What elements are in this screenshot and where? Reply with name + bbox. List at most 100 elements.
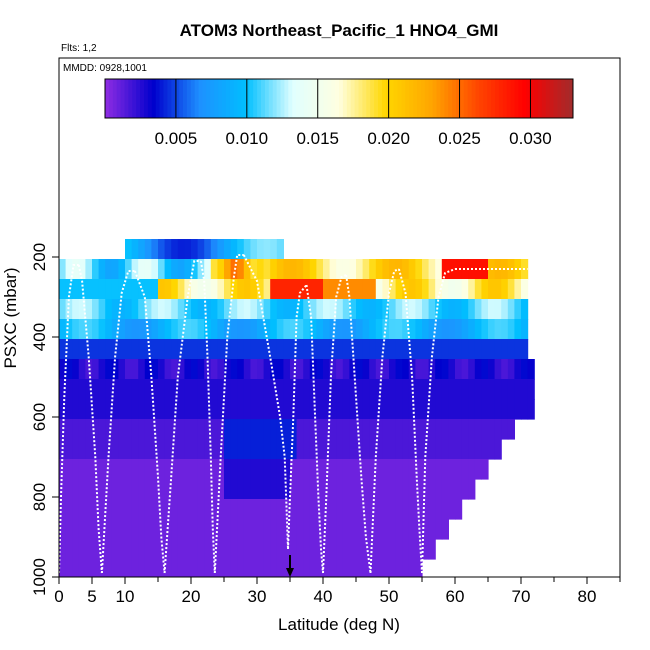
heatmap-cell <box>461 259 469 280</box>
heatmap-cell <box>323 279 331 300</box>
heatmap-cell <box>521 359 529 380</box>
heatmap-cell <box>375 319 383 340</box>
heatmap-cell <box>177 279 185 300</box>
colorbar-segment <box>116 79 122 118</box>
heatmap-cell <box>356 319 364 340</box>
heatmap-cell <box>171 339 179 360</box>
heatmap-cell <box>441 259 449 280</box>
heatmap-cell <box>78 399 86 420</box>
heatmap-cell <box>488 399 496 420</box>
heatmap-cell <box>362 539 370 560</box>
heatmap-cell <box>309 439 317 460</box>
heatmap-cell <box>243 319 251 340</box>
colorbar-segment <box>159 79 164 118</box>
heatmap-cell <box>131 359 139 380</box>
heatmap-cell <box>507 319 515 340</box>
heatmap-cell <box>362 519 370 540</box>
heatmap-cell <box>415 319 423 340</box>
heatmap-cell <box>283 359 291 380</box>
heatmap-cell <box>395 439 403 460</box>
heatmap-cell <box>230 559 238 577</box>
heatmap-cell <box>230 519 238 540</box>
colorbar-segment <box>381 79 387 118</box>
heatmap-cell <box>415 279 423 300</box>
heatmap-cell <box>237 379 245 400</box>
heatmap-cell <box>230 479 238 500</box>
heatmap-cell <box>171 499 179 520</box>
heatmap-cell <box>296 479 304 500</box>
heatmap-cell <box>402 439 410 460</box>
heatmap-cell <box>158 359 166 380</box>
heatmap-cell <box>177 319 185 340</box>
heatmap-cell <box>441 459 449 480</box>
colorbar-segment <box>257 79 262 118</box>
heatmap-cell <box>144 239 152 260</box>
heatmap-cell <box>415 459 423 480</box>
heatmap-cell <box>455 399 463 420</box>
heatmap-cell <box>171 379 179 400</box>
heatmap-cell <box>118 459 126 480</box>
colorbar-segment <box>272 79 278 118</box>
heatmap-cell <box>257 439 265 460</box>
heatmap-cell <box>98 339 106 360</box>
heatmap-cell <box>369 539 377 560</box>
heatmap-cell <box>243 339 251 360</box>
heatmap-cell <box>369 399 377 420</box>
heatmap-cell <box>329 379 337 400</box>
heatmap-cell <box>237 259 245 280</box>
heatmap-cell <box>481 419 489 440</box>
colorbar-segment <box>370 79 375 118</box>
heatmap-cell <box>369 459 377 480</box>
colorbar-segment <box>342 79 348 118</box>
heatmap-cell <box>296 519 304 540</box>
heatmap-cell <box>138 339 146 360</box>
y-tick-label: 200 <box>30 243 49 271</box>
heatmap-cell <box>448 319 456 340</box>
heatmap-cell <box>521 279 529 300</box>
heatmap-cell <box>276 559 284 577</box>
heatmap-cell <box>488 279 496 300</box>
colorbar-segment <box>393 79 398 118</box>
heatmap-cell <box>501 379 509 400</box>
heatmap-cell <box>494 339 502 360</box>
heatmap-cell <box>131 519 139 540</box>
heatmap-cell <box>257 239 265 260</box>
y-tick-label: 1000 <box>30 558 49 596</box>
heatmap-cell <box>356 359 364 380</box>
x-tick-label: 0 <box>54 587 63 606</box>
heatmap-cell <box>461 399 469 420</box>
heatmap-cell <box>408 439 416 460</box>
heatmap-cell <box>290 379 298 400</box>
heatmap-cell <box>164 519 172 540</box>
heatmap-cell <box>494 439 502 460</box>
heatmap-cell <box>164 559 172 577</box>
heatmap-cell <box>138 499 146 520</box>
colorbar-segment <box>420 79 426 118</box>
heatmap-cell <box>283 439 291 460</box>
heatmap-cell <box>85 419 93 440</box>
heatmap-cell <box>435 279 443 300</box>
heatmap-cell <box>210 399 218 420</box>
heatmap-cell <box>250 419 258 440</box>
heatmap-cell <box>158 499 166 520</box>
heatmap-cell <box>257 559 265 577</box>
heatmap-cell <box>224 299 232 320</box>
heatmap-cell <box>422 479 430 500</box>
heatmap-cell <box>217 239 225 260</box>
heatmap-cell <box>276 459 284 480</box>
heatmap-cell <box>276 439 284 460</box>
heatmap-cell <box>514 359 522 380</box>
heatmap-cell <box>494 419 502 440</box>
heatmap-cell <box>144 499 152 520</box>
heatmap-cell <box>435 339 443 360</box>
heatmap-cell <box>270 279 278 300</box>
heatmap-cell <box>72 299 80 320</box>
heatmap-cell <box>296 319 304 340</box>
heatmap-cell <box>191 339 199 360</box>
heatmap-cell <box>290 299 298 320</box>
heatmap-cell <box>164 459 172 480</box>
heatmap-cell <box>243 259 251 280</box>
heatmap-cell <box>138 539 146 560</box>
heatmap-cell <box>316 339 324 360</box>
heatmap-cell <box>349 259 357 280</box>
